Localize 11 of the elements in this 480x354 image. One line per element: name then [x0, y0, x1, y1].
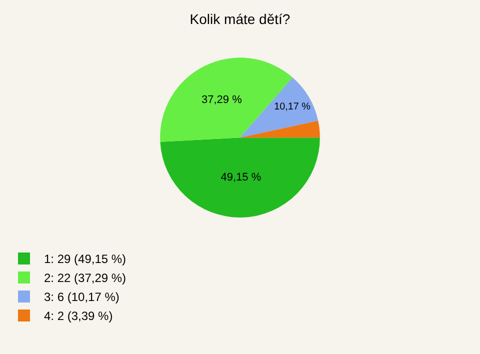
legend-label: 4: 2 (3,39 %)	[44, 309, 113, 324]
legend-label: 3: 6 (10,17 %)	[44, 290, 120, 304]
pie-slice	[240, 120, 320, 138]
chart-title: Kolik máte dětí?	[190, 10, 290, 27]
data-label: 10,17 %	[274, 101, 311, 112]
data-label: 37,29 %	[202, 94, 242, 106]
data-label: 49,15 %	[220, 172, 262, 184]
pie-slice	[160, 138, 320, 218]
legend-label: 2: 22 (37,29 %)	[44, 271, 126, 286]
pie-slice	[240, 77, 318, 138]
legend-label: 1: 29 (49,15 %)	[44, 252, 126, 266]
